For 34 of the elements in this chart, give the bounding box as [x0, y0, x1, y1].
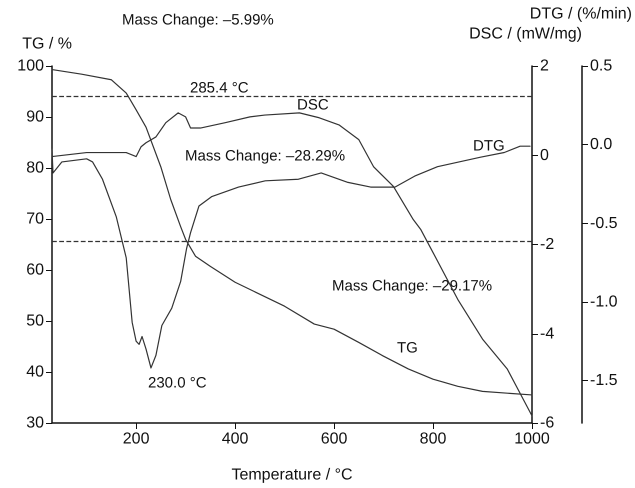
y3-tick-label: -1.5: [590, 372, 618, 390]
x-tick-label: 200: [122, 430, 150, 448]
y-tick-label: 70: [26, 210, 44, 228]
annotation: DTG: [473, 138, 505, 154]
x-tick-label: 800: [420, 430, 446, 448]
annotation: Mass Change: –28.29%: [185, 148, 346, 164]
y3-axis-title: DTG / (%/min): [530, 6, 632, 22]
y-tick-label: 80: [26, 160, 44, 176]
y-tick-label: 50: [26, 312, 44, 330]
y-tick-label: 60: [26, 262, 44, 278]
y2-tick-label: 2: [540, 58, 549, 74]
y3-tick-label: -1.0: [590, 293, 618, 310]
x-tick-label: 1000: [514, 430, 550, 448]
x-axis-title: Temperature / °C: [231, 466, 353, 484]
annotation: 285.4 °C: [190, 80, 249, 96]
y3-tick-label: 0.5: [590, 58, 612, 74]
y3-tick-label: 0.0: [590, 136, 612, 154]
y2-tick-label: -2: [540, 236, 554, 253]
x-tick-label: 400: [222, 430, 249, 448]
y-tick-label: 100: [17, 58, 44, 74]
annotation: TG: [397, 340, 418, 356]
annotation: DSC: [297, 96, 329, 114]
y2-tick-label: -6: [540, 414, 554, 432]
y-axis-title: TG / %: [22, 36, 72, 52]
y3-tick-label: -0.5: [590, 214, 618, 232]
y-tick-label: 90: [26, 108, 44, 126]
y2-tick-label: 0: [540, 146, 549, 164]
y-tick-label: 30: [26, 414, 44, 432]
y2-axis-title: DSC / (mW/mg): [469, 26, 582, 42]
x-tick-label: 600: [320, 430, 348, 448]
annotation: 230.0 °C: [148, 374, 207, 392]
y-tick-label: 40: [26, 364, 44, 380]
text: Mass Change: –5.99%: [122, 12, 274, 28]
y2-tick-label: -4: [540, 325, 554, 342]
